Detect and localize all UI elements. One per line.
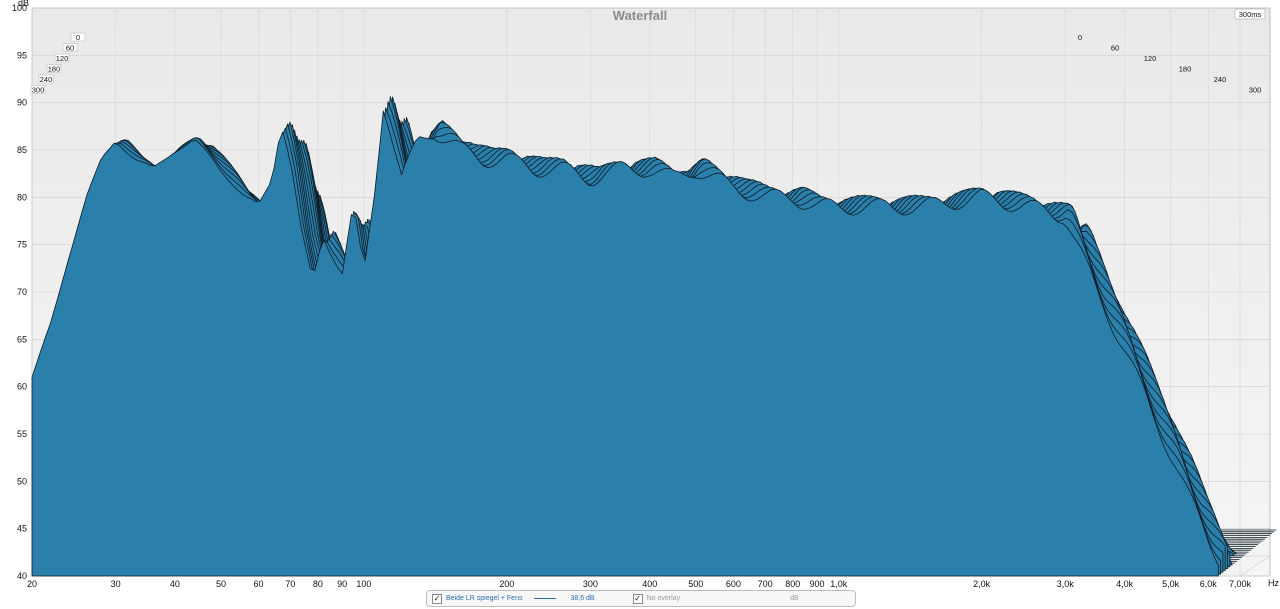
- x-tick-label: 20: [27, 579, 37, 589]
- y-tick-label: 95: [17, 50, 27, 60]
- time-axis-label: 300ms: [1239, 10, 1262, 19]
- x-tick-label: 200: [499, 579, 514, 589]
- y-tick-label: 55: [17, 429, 27, 439]
- time-tick-label-left: 120: [56, 54, 69, 63]
- x-tick-label: 700: [758, 579, 773, 589]
- y-tick-label: 90: [17, 98, 27, 108]
- x-tick-label: 600: [726, 579, 741, 589]
- x-tick-label: 400: [642, 579, 657, 589]
- x-tick-label: 50: [216, 579, 226, 589]
- time-tick-label-left: 0: [76, 33, 80, 42]
- x-tick-label: 30: [111, 579, 121, 589]
- y-tick-label: 40: [17, 571, 27, 581]
- time-tick-label-left: 240: [40, 75, 53, 84]
- legend-unit: dB: [790, 595, 799, 602]
- x-tick-label: 60: [254, 579, 264, 589]
- x-axis-ticks: 20 30 40 50 60 70 80 90 100 200 300 400 500 600 700 800…: [27, 579, 1252, 589]
- x-tick-label: 7,00k: [1229, 579, 1252, 589]
- time-tick-box: [62, 43, 78, 52]
- y-tick-label: 75: [17, 240, 27, 250]
- legend-bar: ✓ Beide LR spiegel + Fens 38,6 dB ✓ No o…: [426, 590, 856, 607]
- time-tick-box: [70, 32, 86, 42]
- time-tick-label-right: 180: [1179, 65, 1192, 74]
- y-tick-label: 70: [17, 287, 27, 297]
- chart-title: Waterfall: [613, 8, 667, 23]
- time-tick-label-left: 300: [32, 86, 45, 95]
- x-tick-label: 2,0k: [973, 579, 991, 589]
- waterfall-chart: 40 45 50 55 60 65 70 75 80 85 90 95 100 20 30 40 50 60 70…: [12, 0, 1280, 589]
- x-tick-label: 70: [285, 579, 295, 589]
- time-tick-label-right: 240: [1214, 75, 1227, 84]
- y-tick-label: 100: [12, 3, 27, 13]
- x-tick-label: 5,0k: [1162, 579, 1180, 589]
- time-tick-box: [54, 53, 70, 63]
- x-tick-label: 500: [688, 579, 703, 589]
- x-tick-label: 40: [170, 579, 180, 589]
- time-tick-box: [46, 64, 62, 73]
- x-tick-label: 1,0k: [830, 579, 848, 589]
- time-axis-badge: 300ms: [1234, 8, 1266, 20]
- x-tick-label: 100: [356, 579, 371, 589]
- y-tick-label: 45: [17, 524, 27, 534]
- time-tick-label-left: 60: [66, 44, 74, 53]
- y-axis-ticks: 40 45 50 55 60 65 70 75 80 85 90 95 100: [12, 3, 27, 581]
- time-tick-box: [30, 85, 46, 94]
- y-tick-label: 65: [17, 334, 27, 344]
- y-tick-label: 80: [17, 192, 27, 202]
- y-tick-label: 50: [17, 476, 27, 486]
- series-name: Beide LR spiegel + Fens: [446, 595, 523, 602]
- x-tick-label: 3,0k: [1057, 579, 1075, 589]
- x-tick-label: 300: [583, 579, 598, 589]
- time-tick-label-right: 60: [1111, 44, 1119, 53]
- time-tick-label-right: 300: [1249, 86, 1262, 95]
- x-tick-label: 900: [809, 579, 824, 589]
- x-tick-label: 4,0k: [1116, 579, 1134, 589]
- x-tick-label: 80: [313, 579, 323, 589]
- series-value: 38,6 dB: [570, 595, 595, 602]
- time-tick-box: [38, 74, 54, 84]
- x-tick-label: 800: [785, 579, 800, 589]
- waterfall-slice: [31, 110, 1219, 577]
- time-tick-label-left: 180: [48, 65, 61, 74]
- waterfall-slices: [31, 96, 1277, 577]
- series-visibility-checkbox[interactable]: ✓: [432, 593, 442, 604]
- x-axis-unit: Hz: [1268, 578, 1279, 588]
- overlay-label: No overlay: [646, 595, 681, 602]
- time-tick-label-right: 120: [1144, 54, 1157, 63]
- time-tick-label-right: 0: [1078, 33, 1082, 42]
- overlay-checkbox[interactable]: ✓: [632, 593, 643, 604]
- y-axis-unit: dB: [18, 0, 29, 8]
- y-tick-label: 60: [17, 382, 27, 392]
- x-tick-label: 6,0k: [1200, 579, 1218, 589]
- x-tick-label: 90: [337, 579, 347, 589]
- y-tick-label: 85: [17, 145, 27, 155]
- series-color-swatch: [534, 598, 557, 599]
